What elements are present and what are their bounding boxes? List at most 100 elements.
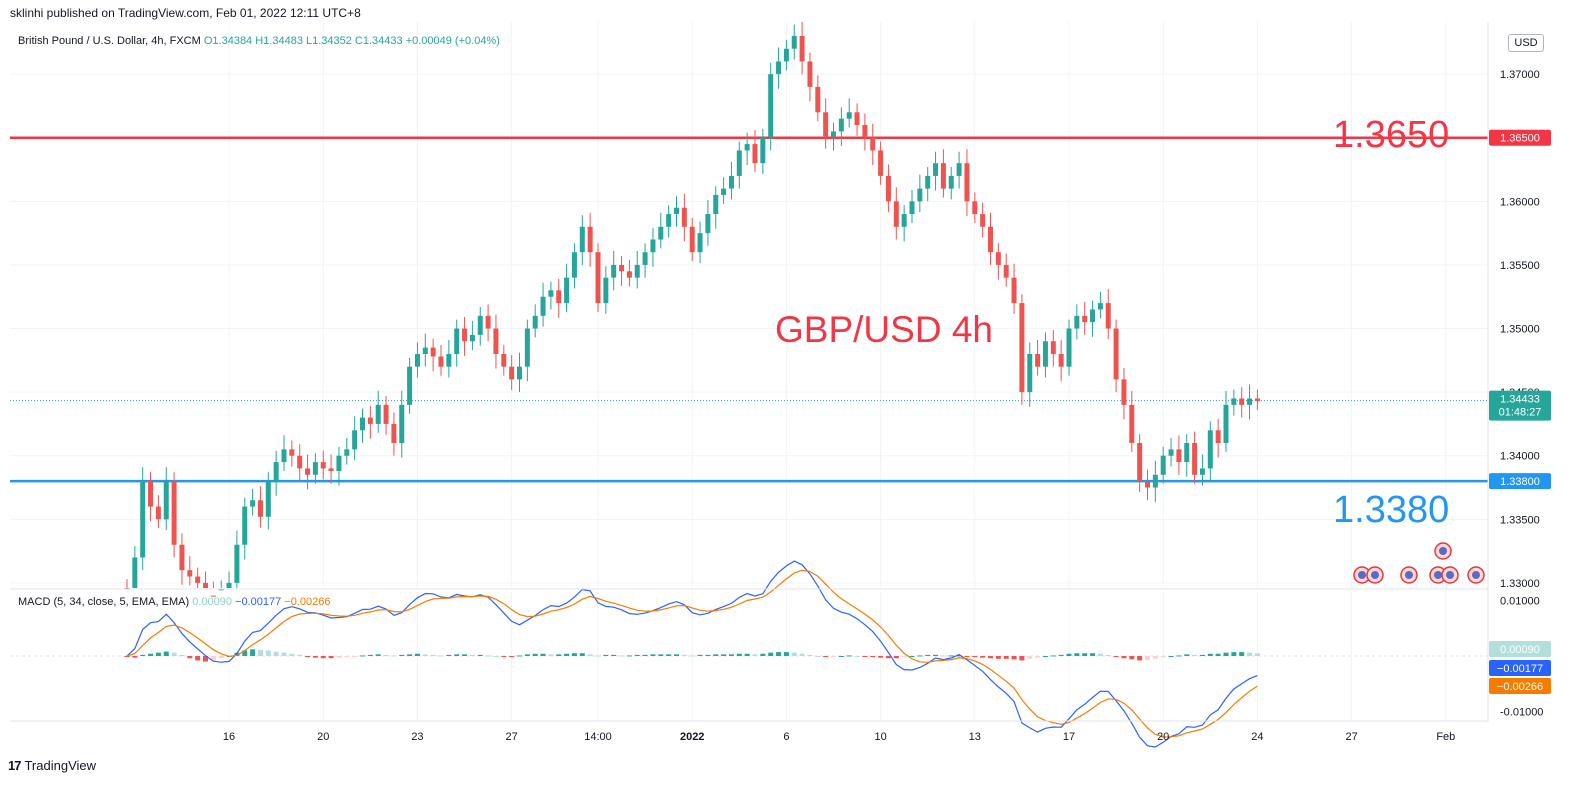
candle-body xyxy=(477,315,483,335)
candle-body xyxy=(697,233,703,253)
macd-hist-bar xyxy=(870,656,876,658)
candle-body xyxy=(1050,341,1056,354)
candle-body xyxy=(195,576,201,583)
candle-body xyxy=(250,500,256,507)
symbol-name: British Pound / U.S. Dollar, 4h, FXCM xyxy=(18,35,201,47)
macd-legend[interactable]: MACD (5, 34, close, 5, EMA, EMA) 0.00090… xyxy=(18,596,330,608)
candle-body xyxy=(1137,443,1143,482)
macd-hist-bar xyxy=(155,652,161,656)
macd-hist-bar xyxy=(195,656,201,661)
macd-hist-bar xyxy=(360,655,365,657)
candle-body xyxy=(438,356,444,367)
macd-hist-bar xyxy=(548,654,554,656)
macd-signal-value: −0.00266 xyxy=(284,596,331,608)
candle-body xyxy=(1129,404,1135,444)
macd-hist-bar xyxy=(705,654,711,656)
candle-body xyxy=(870,137,876,151)
macd-hist-bar xyxy=(532,653,538,656)
candle-body xyxy=(1082,315,1088,323)
macd-hist-bar xyxy=(1113,656,1119,658)
candle-body xyxy=(571,252,577,278)
macd-hist-bar xyxy=(352,656,358,657)
y-tick-label: 1.34000 xyxy=(1500,451,1540,463)
candle-body xyxy=(925,175,931,189)
macd-hist-bar xyxy=(838,656,844,657)
macd-hist-bar xyxy=(1129,656,1135,660)
macd-hist-bar xyxy=(823,656,829,658)
candle-body xyxy=(831,131,836,138)
macd-hist-bar xyxy=(1231,652,1237,656)
candle-body xyxy=(885,175,891,202)
macd-line-badge xyxy=(1489,660,1551,676)
macd-hist-bar xyxy=(611,654,617,656)
candle-body xyxy=(760,137,766,164)
resistance-badge-text: 1.36500 xyxy=(1500,133,1540,145)
candle-body xyxy=(312,462,318,475)
candle-body xyxy=(917,188,923,202)
macd-hist-bar xyxy=(1215,653,1221,656)
candle-body xyxy=(297,455,303,469)
candle-body xyxy=(1019,303,1025,393)
candle-body xyxy=(595,252,601,304)
macd-hist-bar xyxy=(807,654,813,656)
macd-hist-bar xyxy=(1247,652,1253,656)
candle-body xyxy=(1042,341,1048,367)
candle-body xyxy=(391,423,397,444)
macd-hist-bar xyxy=(344,656,350,658)
macd-hist-bar xyxy=(885,656,891,659)
candle-body xyxy=(524,328,530,367)
candle-body xyxy=(721,188,727,195)
macd-hist-bar xyxy=(509,656,515,658)
candle-body xyxy=(375,404,381,424)
candle-body xyxy=(273,462,279,482)
event-icons xyxy=(1353,542,1485,584)
candle-body xyxy=(1215,430,1221,444)
candle-body xyxy=(1097,303,1103,310)
macd-hist-bar xyxy=(1121,656,1127,659)
candle-body xyxy=(634,264,640,278)
macd-hist-bar xyxy=(1066,653,1072,656)
candle-body xyxy=(218,589,224,591)
macd-hist-bar xyxy=(250,649,256,656)
candle-body xyxy=(210,595,216,597)
candle-body xyxy=(540,296,546,316)
macd-hist-bar xyxy=(564,653,570,656)
candle-body xyxy=(532,315,538,329)
candle-body xyxy=(862,125,868,138)
macd-hist-bar xyxy=(383,654,389,656)
candle-body xyxy=(1003,264,1009,278)
currency-button[interactable]: USD xyxy=(1508,34,1544,52)
y-tick-label: 1.33500 xyxy=(1500,514,1540,526)
macd-hist-bar xyxy=(752,654,758,656)
candle-body xyxy=(1184,443,1190,463)
candle-body xyxy=(940,163,946,189)
macd-signal-line xyxy=(126,569,1258,738)
symbol-legend[interactable]: British Pound / U.S. Dollar, 4h, FXCM O1… xyxy=(18,35,500,47)
candle-body xyxy=(619,264,625,272)
macd-hist-bar xyxy=(650,654,656,656)
candle-body xyxy=(407,366,413,405)
tradingview-logo[interactable]: 17 TradingView xyxy=(8,758,96,773)
candles xyxy=(124,22,1260,597)
candle-body xyxy=(1231,398,1237,405)
macd-hist-bar xyxy=(524,654,530,656)
candle-body xyxy=(1152,474,1158,488)
x-tick-label: 24 xyxy=(1251,731,1263,743)
candle-body xyxy=(242,506,248,545)
candle-body xyxy=(1160,455,1166,475)
last-price-badge-text: 01:48:27 xyxy=(1499,407,1542,419)
macd-hist-bar xyxy=(917,655,923,657)
brand-label: TradingView xyxy=(24,758,97,773)
macd-hist-bar xyxy=(697,654,703,656)
macd-hist-bar xyxy=(477,654,483,656)
macd-line-value: −0.00177 xyxy=(235,596,282,608)
macd-hist-badge xyxy=(1489,641,1551,657)
macd-hist-bar xyxy=(713,654,719,656)
candle-body xyxy=(1192,443,1198,475)
candle-body xyxy=(650,239,656,253)
candle-body xyxy=(493,328,499,354)
candle-body xyxy=(564,277,570,304)
candle-body xyxy=(956,163,962,176)
macd-hist-bar xyxy=(854,656,860,657)
